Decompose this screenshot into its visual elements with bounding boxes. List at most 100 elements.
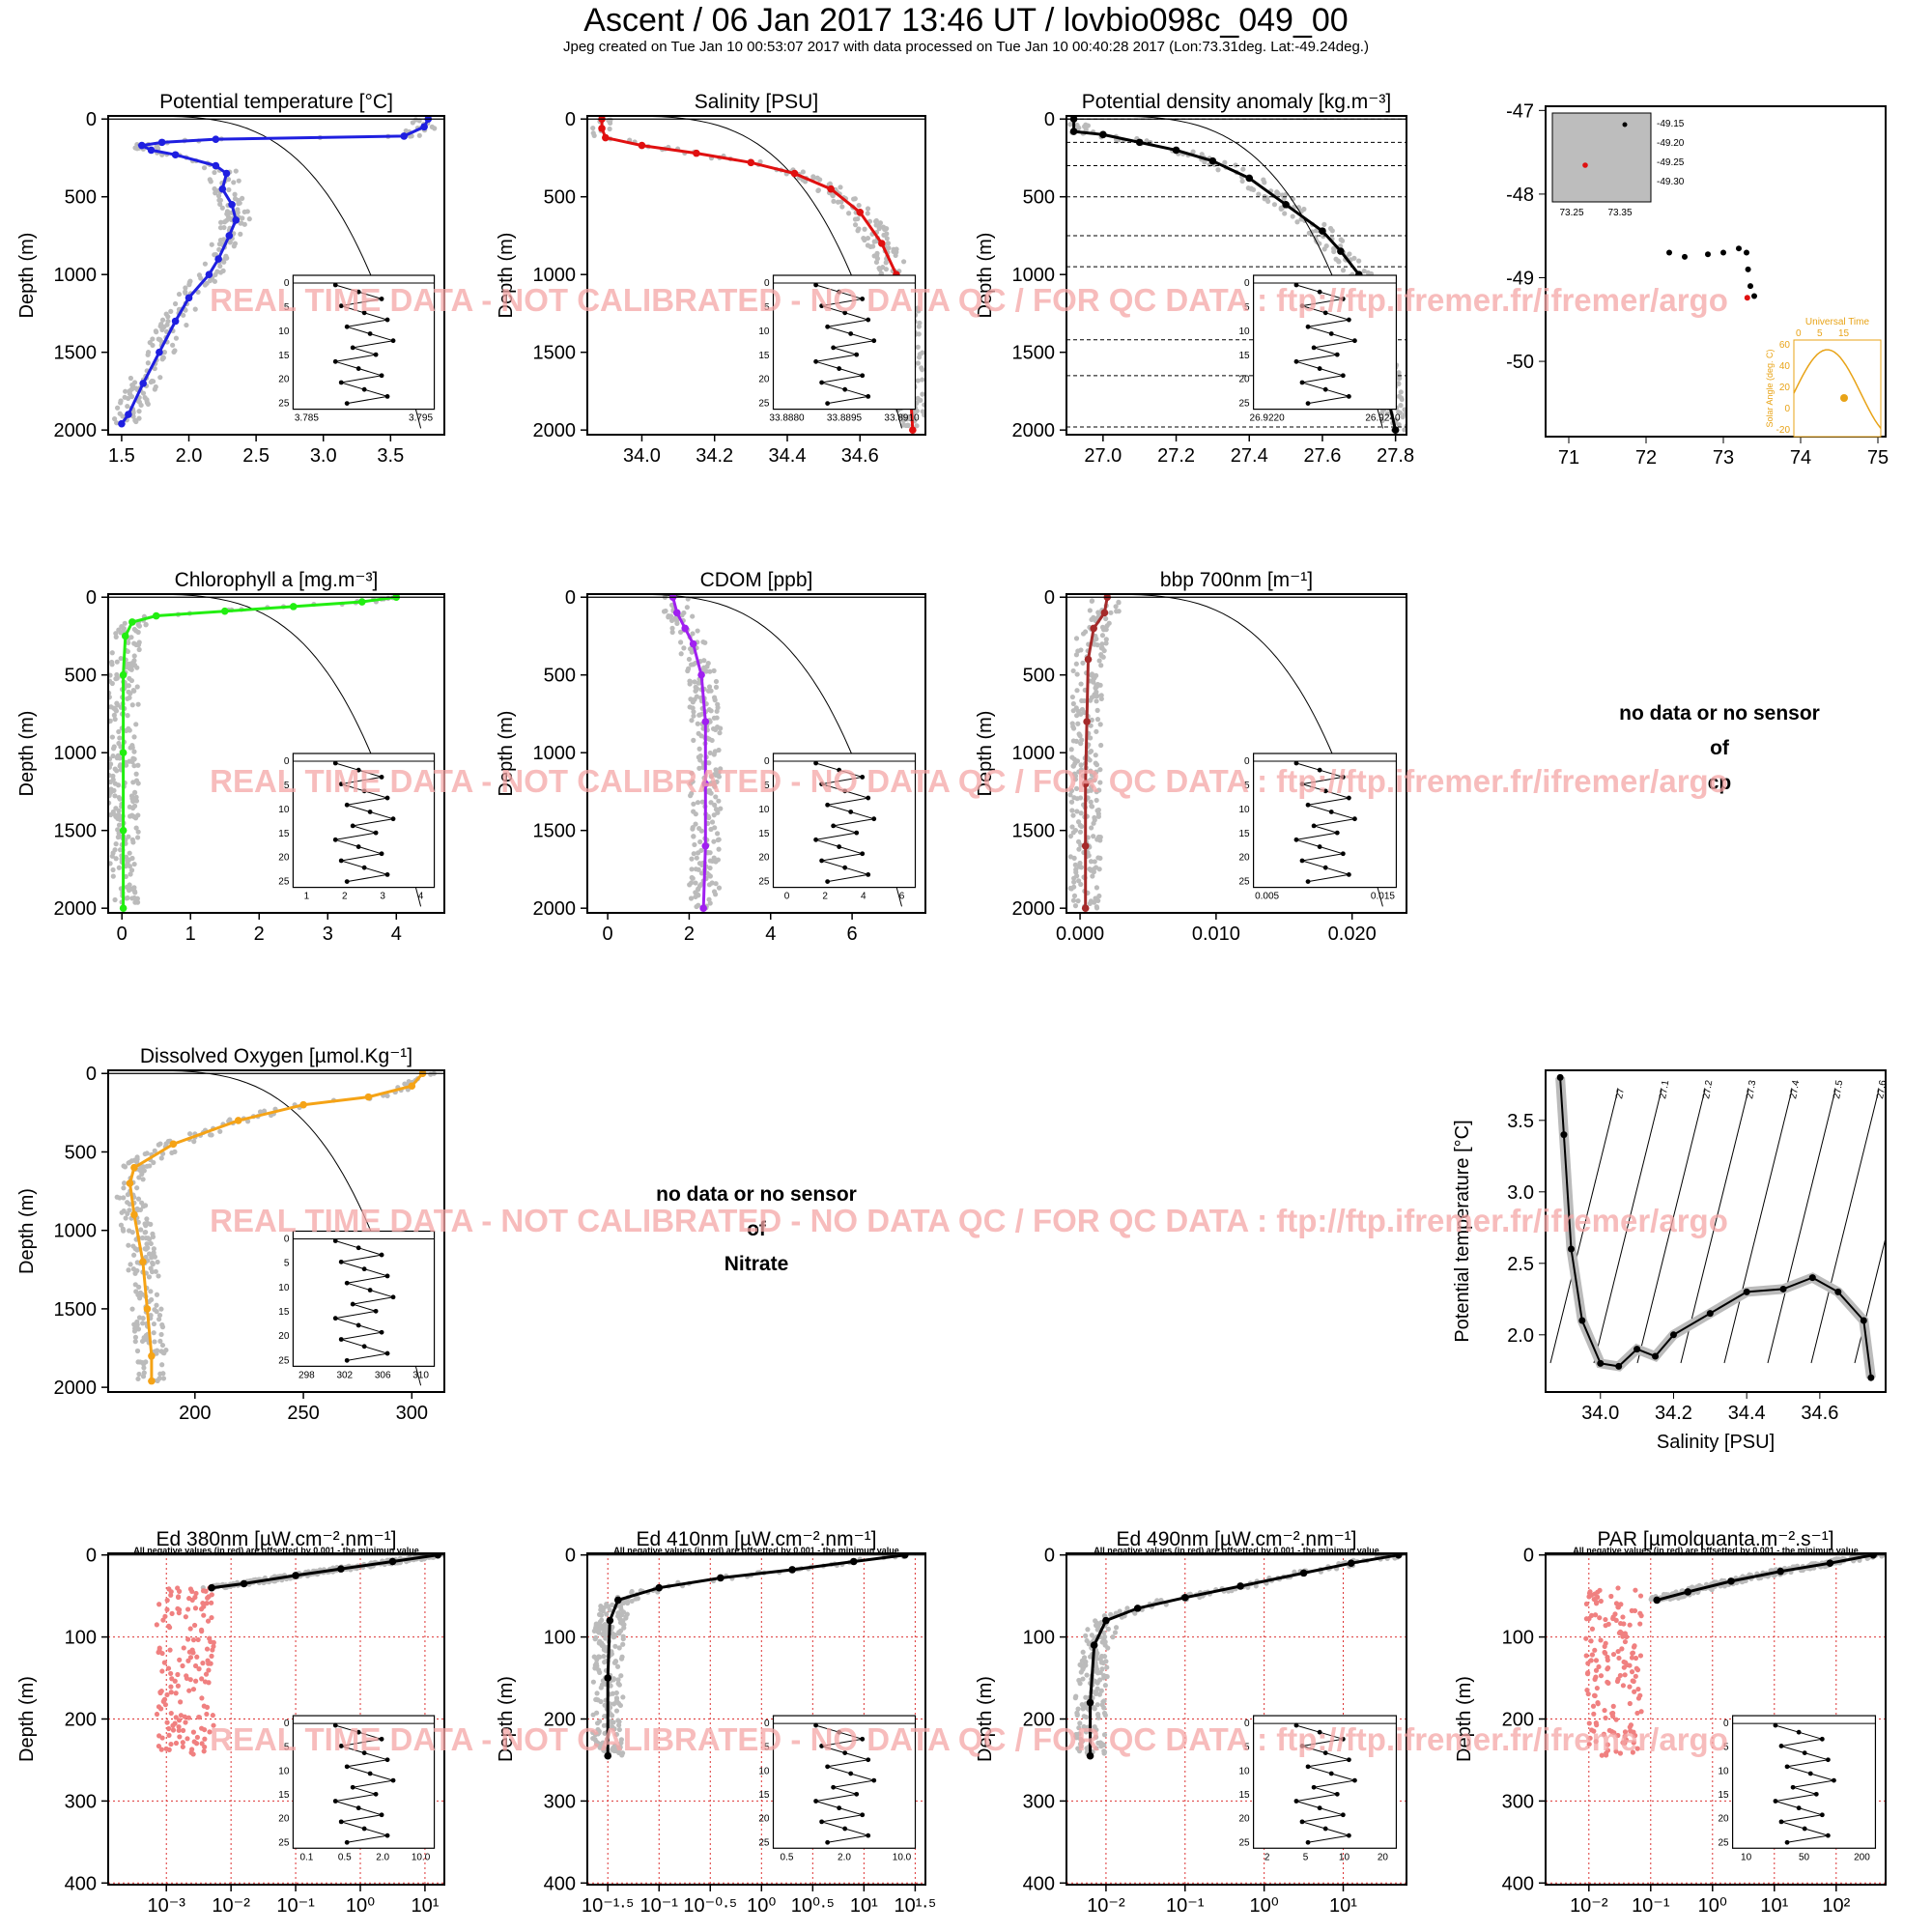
history-point xyxy=(1094,1702,1100,1708)
y-tick-label: 400 xyxy=(1023,1873,1055,1894)
history-point xyxy=(677,629,684,635)
negative-point xyxy=(176,1727,182,1733)
ts-line xyxy=(1559,1077,1872,1378)
history-point xyxy=(1094,1746,1099,1751)
negative-point xyxy=(199,1695,205,1701)
y-tick-label: 500 xyxy=(1023,666,1055,687)
history-point xyxy=(208,277,213,283)
data-point xyxy=(1069,128,1078,135)
negative-point xyxy=(168,1690,174,1695)
history-point xyxy=(1088,723,1094,728)
history-point xyxy=(1078,810,1084,816)
history-point xyxy=(619,1752,625,1758)
history-point xyxy=(1075,1746,1081,1751)
history-point xyxy=(1092,859,1097,865)
negative-point xyxy=(210,1713,215,1719)
inset-y-tick-label: 5 xyxy=(764,781,770,791)
negative-point xyxy=(195,1636,201,1643)
history-point xyxy=(1396,370,1402,376)
inset-frame xyxy=(292,753,436,889)
history-point xyxy=(146,1251,153,1257)
y-tick-label: 400 xyxy=(544,1873,576,1894)
history-point xyxy=(158,1155,164,1161)
history-point xyxy=(591,132,597,139)
history-point xyxy=(134,1159,140,1165)
negative-point xyxy=(1588,1592,1595,1598)
history-point xyxy=(615,1718,621,1723)
x-tick-label: 3.0 xyxy=(310,445,337,467)
negative-note: All negative values (in red) are offsett… xyxy=(1094,1546,1379,1555)
history-point xyxy=(624,1611,630,1617)
history-point xyxy=(108,786,114,792)
x-tick-label: 4 xyxy=(391,923,402,945)
history-point xyxy=(1080,660,1086,666)
negative-point xyxy=(1610,1710,1616,1717)
history-point xyxy=(1323,242,1329,249)
history-point xyxy=(615,1610,621,1616)
data-point xyxy=(604,1751,612,1760)
history-point xyxy=(134,1247,140,1253)
history-point xyxy=(1072,862,1078,867)
negative-point xyxy=(185,1606,191,1612)
sun-y-tick-label: 60 xyxy=(1779,340,1791,351)
history-point xyxy=(711,838,717,844)
data-point xyxy=(147,146,156,155)
history-point xyxy=(1094,1711,1101,1718)
history-point xyxy=(884,236,890,242)
negative-point xyxy=(207,1729,213,1735)
data-point xyxy=(130,1163,138,1172)
inset-point xyxy=(1293,1722,1299,1728)
float-position xyxy=(1751,293,1757,299)
negative-point xyxy=(201,1748,207,1754)
ts-point xyxy=(1860,1317,1867,1324)
history-point xyxy=(134,835,141,840)
history-point xyxy=(1290,213,1295,219)
x-tick-label: 10² xyxy=(1822,1895,1850,1917)
history-point xyxy=(876,223,882,229)
history-point xyxy=(216,246,222,252)
history-point xyxy=(127,388,133,394)
history-point xyxy=(136,623,143,629)
negative-point xyxy=(1633,1655,1639,1662)
history-point xyxy=(158,1306,164,1312)
history-point xyxy=(128,665,134,670)
history-point xyxy=(176,291,183,298)
history-point xyxy=(689,770,695,776)
negative-point xyxy=(1592,1676,1598,1682)
isopycnal-line xyxy=(1636,1089,1706,1364)
history-point xyxy=(240,195,245,201)
y-tick-label: 0 xyxy=(1523,1546,1534,1567)
history-point xyxy=(128,677,135,684)
negative-point xyxy=(177,1734,183,1740)
history-point xyxy=(128,1262,133,1267)
history-point xyxy=(707,750,713,756)
profile-line xyxy=(211,1553,439,1590)
history-point xyxy=(1094,769,1099,775)
inset-y-tick-label: 15 xyxy=(758,351,770,361)
negative-point xyxy=(204,1601,210,1606)
history-point xyxy=(608,117,613,123)
history-point xyxy=(713,767,719,773)
data-point xyxy=(1133,1605,1142,1612)
data-point xyxy=(1086,1698,1094,1707)
history-point xyxy=(134,684,140,690)
inset-x-tick-label: 3.785 xyxy=(295,413,319,424)
history-point xyxy=(713,881,719,887)
negative-point xyxy=(205,1595,211,1601)
history-point xyxy=(143,622,149,628)
x-tick-label: 0 xyxy=(117,923,128,945)
history-point xyxy=(148,1289,154,1294)
watermark-text: REAL TIME DATA - NOT CALIBRATED - NO DAT… xyxy=(210,1203,1728,1238)
y-tick-label: 400 xyxy=(1502,1873,1534,1894)
negative-point xyxy=(162,1613,168,1619)
history-point xyxy=(693,821,698,827)
history-point xyxy=(594,1690,600,1696)
history-point xyxy=(1077,1720,1083,1726)
negative-point xyxy=(1605,1679,1610,1685)
data-point xyxy=(614,1596,622,1605)
data-point xyxy=(790,169,799,178)
history-point xyxy=(865,235,871,242)
y-tick-label: 500 xyxy=(1023,187,1055,209)
history-point xyxy=(694,855,699,861)
negative-point xyxy=(1613,1601,1620,1606)
